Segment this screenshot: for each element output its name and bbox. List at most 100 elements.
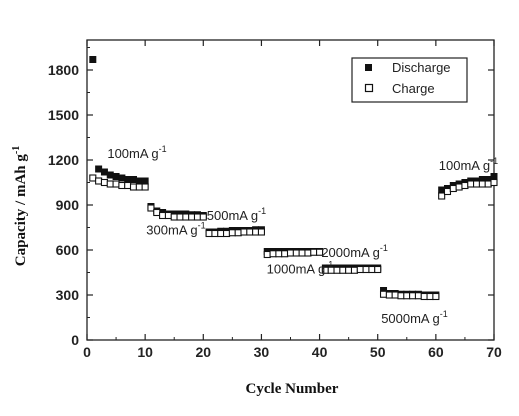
charge-point <box>141 183 149 191</box>
charge-point <box>490 178 498 187</box>
discharge-point <box>106 171 114 179</box>
discharge-point <box>438 186 446 194</box>
charge-point <box>281 250 289 258</box>
rate-label-sup: -1 <box>325 259 333 269</box>
rate-label-text: 100mA g <box>439 158 490 173</box>
charge-point <box>414 292 422 300</box>
charge-point <box>112 180 120 188</box>
charge-point <box>333 266 341 274</box>
discharge-point <box>135 177 143 185</box>
rate-label: 5000mA g-1 <box>381 309 448 326</box>
charge-point <box>153 208 161 217</box>
x-tick-label: 30 <box>254 344 270 360</box>
charge-point <box>379 290 388 298</box>
charge-point <box>368 265 376 274</box>
charge-point <box>211 229 219 238</box>
rate-label-sup: -1 <box>258 206 266 216</box>
discharge-point <box>95 165 103 173</box>
charge-point <box>298 249 306 257</box>
charge-point <box>339 266 347 274</box>
charge-point <box>350 266 359 274</box>
data-marks <box>89 56 498 301</box>
y-axis-title-sup: -1 <box>11 146 22 154</box>
discharge-point <box>89 56 97 63</box>
x-tick-label: 70 <box>486 344 502 360</box>
charge-point <box>356 265 364 274</box>
charge-point <box>176 213 184 221</box>
charge-point <box>420 292 428 301</box>
charge-point <box>205 229 213 238</box>
legend-charge-marker <box>364 83 374 93</box>
y-tick-label: 900 <box>56 197 80 213</box>
x-axis-title: Cycle Number <box>246 381 339 397</box>
rate-label-text: 5000mA g <box>381 311 440 326</box>
y-tick-label: 300 <box>56 287 80 303</box>
x-tick-label: 60 <box>428 344 444 360</box>
x-axis: 0 10 20 30 40 50 60 70 <box>83 40 502 360</box>
charge-point <box>269 250 277 258</box>
legend-charge-label: Charge <box>392 81 435 96</box>
charge-point <box>304 249 312 257</box>
rate-label-text: 2000mA g <box>321 245 380 260</box>
charge-point <box>426 292 434 301</box>
charge-point <box>397 292 405 300</box>
rate-label-text: 1000mA g <box>267 261 326 276</box>
charge-point <box>118 181 126 190</box>
charge-point <box>193 213 202 221</box>
charge-point <box>228 229 236 237</box>
charge-point <box>124 181 132 190</box>
discharge-point <box>484 176 492 183</box>
rate-label-sup: -1 <box>490 156 498 166</box>
charge-point <box>403 292 411 300</box>
charge-point <box>484 180 492 188</box>
charge-point <box>240 228 248 236</box>
rate-label-text: 500mA g <box>207 208 258 223</box>
rate-label: 500mA g-1 <box>207 206 266 223</box>
y-tick-label: 1500 <box>48 107 79 123</box>
rate-label: 300mA g-1 <box>146 220 205 237</box>
y-axis-title-main: Capacity / mAh g <box>13 154 29 267</box>
x-tick-label: 20 <box>195 344 211 360</box>
charge-point <box>89 174 97 182</box>
x-tick-label: 10 <box>137 344 153 360</box>
charge-point <box>222 229 231 238</box>
charge-point <box>147 204 155 212</box>
charge-point <box>95 177 103 185</box>
charge-point <box>170 213 178 221</box>
rate-label-sup: -1 <box>440 309 448 319</box>
y-tick-label: 1800 <box>48 62 79 78</box>
discharge-point <box>141 177 149 185</box>
charge-point <box>478 180 486 188</box>
discharge-point <box>100 168 108 176</box>
charge-point <box>310 248 318 256</box>
x-tick-label: 40 <box>312 344 328 360</box>
legend: Discharge Charge <box>351 57 468 103</box>
y-tick-label: 0 <box>71 332 79 348</box>
discharge-point <box>124 176 132 183</box>
rate-label-sup: -1 <box>198 220 206 230</box>
charge-point <box>385 291 393 299</box>
charge-point <box>217 229 225 238</box>
charge-point <box>345 266 353 274</box>
charge-point <box>432 292 440 301</box>
charge-point <box>164 211 172 220</box>
x-tick-label: 50 <box>370 344 386 360</box>
rate-label-text: 300mA g <box>146 222 197 237</box>
charge-point <box>374 265 382 274</box>
charge-point <box>159 211 167 220</box>
charge-point <box>391 291 399 299</box>
charge-point <box>473 180 481 188</box>
rate-label-sup: -1 <box>380 243 388 253</box>
charge-point <box>100 178 108 187</box>
charge-point <box>199 213 207 221</box>
charge-point <box>443 187 452 196</box>
charge-point <box>182 213 190 221</box>
discharge-point <box>380 287 388 294</box>
discharge-point <box>112 173 120 180</box>
rate-label: 2000mA g-1 <box>321 243 388 260</box>
charge-point <box>129 183 138 191</box>
legend-discharge-marker <box>365 64 372 71</box>
charge-point <box>135 183 143 191</box>
